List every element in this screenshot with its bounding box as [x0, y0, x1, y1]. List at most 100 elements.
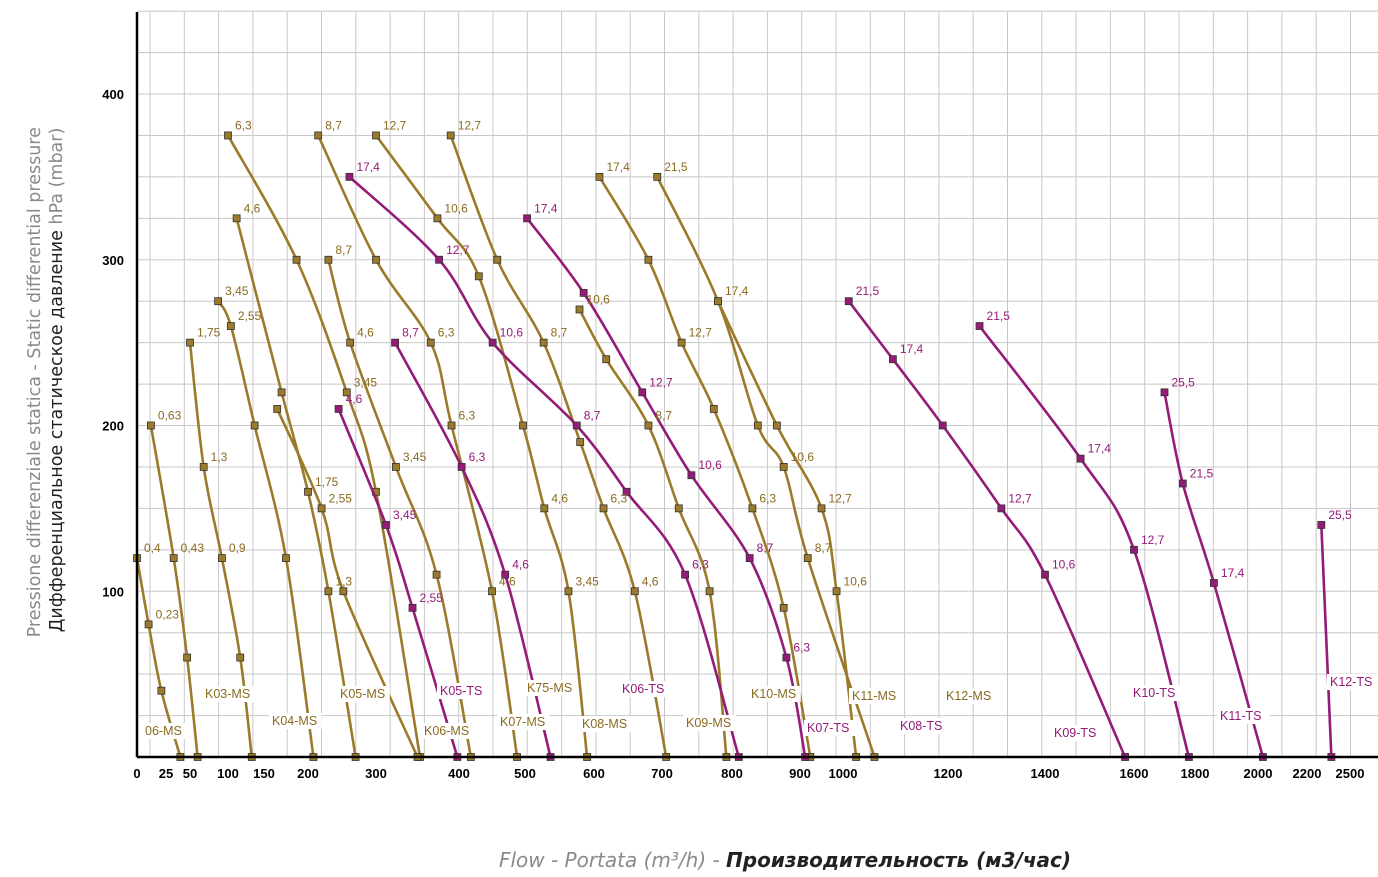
data-point: [218, 554, 226, 562]
series-label-bg: [202, 686, 255, 702]
series-label: K11-TS: [1220, 709, 1261, 723]
x-tick-label: 25: [159, 766, 173, 781]
data-point: [501, 570, 510, 579]
data-label: 17,4: [534, 201, 558, 215]
data-point: [817, 504, 826, 513]
data-point: [576, 438, 585, 446]
data-label: 0,43: [181, 541, 205, 555]
data-point: [214, 297, 223, 306]
data-label: 3,45: [354, 375, 378, 389]
series-k08-ms: [446, 131, 671, 761]
data-label: 0,23: [156, 607, 180, 621]
data-point: [523, 214, 531, 223]
series-label: K06-MS: [424, 724, 469, 738]
series-line: [449, 134, 668, 758]
data-point: [342, 388, 351, 397]
series-k05-ts: [334, 405, 462, 761]
data-point: [1130, 545, 1138, 554]
series-label: K09-MS: [686, 716, 731, 730]
tick-labels: 0 25 50 100 150 200 300 400 500 600 700 800 900 1000 1…: [102, 87, 1364, 781]
series-line: [978, 325, 1191, 758]
data-point: [779, 463, 788, 471]
x-tick-label: 2200: [1293, 766, 1322, 781]
data-point: [345, 172, 354, 181]
data-point: [446, 131, 455, 140]
data-point: [334, 405, 343, 413]
data-label: 4,6: [551, 491, 568, 505]
data-point: [540, 504, 549, 513]
data-point: [997, 504, 1006, 513]
data-point: [226, 322, 235, 330]
x-tick-label: 500: [514, 766, 536, 781]
data-point: [317, 504, 326, 513]
series-curves: [133, 131, 1336, 761]
series-line: [327, 259, 473, 758]
data-label: 4,6: [512, 558, 529, 572]
series-label: K06-TS: [622, 682, 664, 696]
series-line: [317, 134, 519, 758]
data-point: [622, 487, 631, 496]
data-point: [644, 255, 653, 264]
data-label: 12,7: [689, 326, 713, 340]
y-tick-label: 100: [102, 584, 124, 599]
data-point: [147, 421, 155, 430]
series-k05-ms: [232, 214, 360, 761]
x-axis-label: Flow - Portata (m³/h) - Производительнос…: [499, 848, 1071, 872]
data-label: 8,7: [325, 118, 342, 132]
data-point: [282, 554, 290, 562]
data-label: 2,55: [238, 309, 262, 323]
data-point: [250, 421, 259, 430]
series-k75-ms: [372, 131, 591, 761]
data-point: [493, 255, 502, 264]
data-point: [782, 653, 791, 662]
data-label: 6,3: [459, 409, 476, 423]
data-label: 10,6: [587, 292, 611, 306]
data-label: 8,7: [655, 409, 672, 423]
data-point: [674, 504, 683, 513]
data-label: 2,55: [329, 491, 353, 505]
data-label: 10,6: [444, 201, 468, 215]
x-tick-label: 300: [365, 766, 387, 781]
data-label: 0,9: [229, 541, 246, 555]
data-label: 17,4: [1221, 566, 1245, 580]
data-label: 4,6: [357, 326, 374, 340]
series-label: K03-MS: [205, 687, 250, 701]
series-line: [1163, 392, 1265, 758]
series-label-bg: [1130, 685, 1183, 701]
data-point: [579, 288, 588, 297]
data-point: [681, 570, 689, 579]
data-point: [391, 338, 399, 347]
data-label: 21,5: [987, 309, 1011, 323]
series-label: K75-MS: [527, 681, 572, 695]
data-point: [324, 587, 333, 596]
data-label: 10,6: [791, 450, 815, 464]
data-point: [224, 131, 232, 140]
data-point: [687, 471, 696, 480]
data-label: 8,7: [815, 541, 832, 555]
data-label: 4,6: [499, 574, 516, 588]
data-point: [1076, 454, 1085, 463]
data-point: [432, 570, 441, 579]
series-k04-ms: [224, 131, 424, 761]
x-tick-label: 1400: [1031, 766, 1060, 781]
y-axis-label-thin: Pressione differenziale statica - Static…: [25, 127, 45, 637]
data-point: [1178, 479, 1187, 488]
data-point: [1160, 388, 1169, 397]
data-label: 10,6: [698, 458, 722, 472]
data-point: [408, 603, 417, 612]
series-label-bg: [497, 714, 550, 730]
x-tick-label: 1800: [1181, 766, 1210, 781]
data-label: 17,4: [1088, 442, 1112, 456]
data-point: [564, 587, 573, 596]
data-label: 2,55: [420, 591, 444, 605]
data-point: [638, 388, 647, 397]
series-label: 06-MS: [145, 724, 182, 738]
data-label: 8,7: [335, 243, 352, 257]
data-label: 8,7: [757, 541, 774, 555]
data-point: [346, 338, 355, 347]
data-label: 6,3: [692, 558, 709, 572]
data-point: [447, 421, 456, 430]
x-tick-label: 700: [651, 766, 673, 781]
data-point: [324, 255, 333, 264]
series-line: [149, 425, 199, 758]
